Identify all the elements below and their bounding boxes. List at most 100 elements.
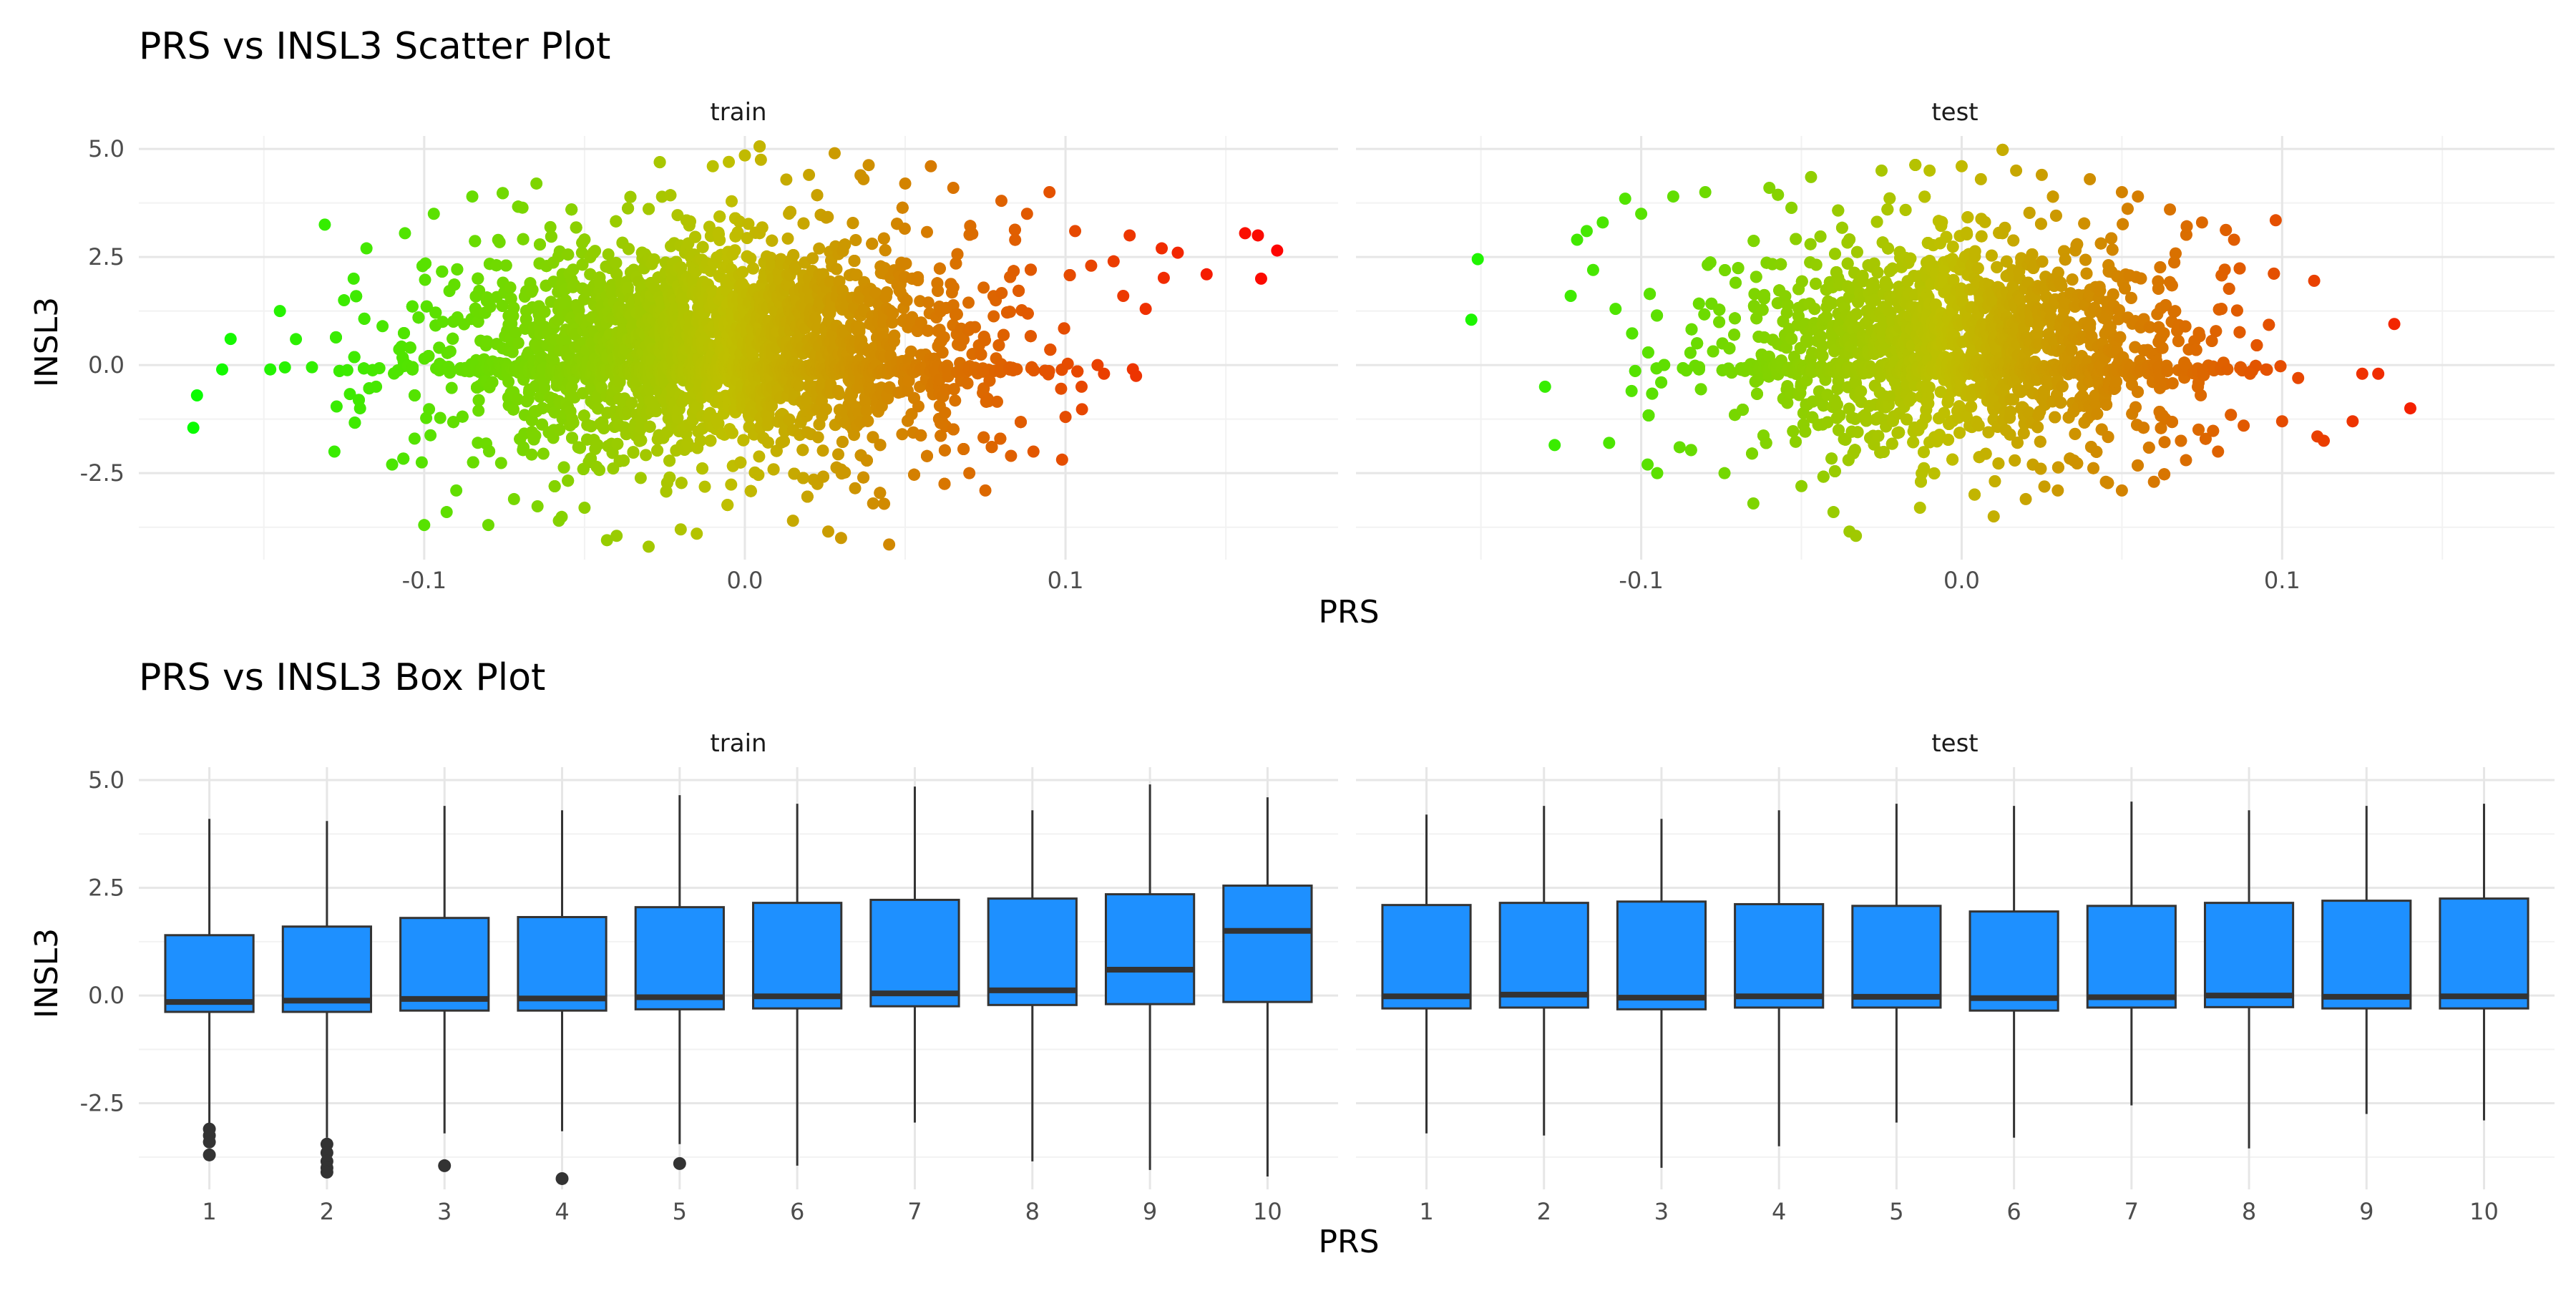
scatter-point [225, 333, 237, 345]
scatter-point [610, 215, 622, 228]
scatter-point [726, 195, 738, 208]
scatter-strip-train: train [710, 98, 766, 127]
scatter-point [726, 427, 738, 439]
scatter-point [467, 457, 479, 469]
scatter-point [675, 477, 688, 489]
scatter-point [567, 416, 580, 429]
box-x-axis-title: PRS [1318, 1224, 1379, 1260]
scatter-point [644, 421, 656, 433]
scatter-point [560, 294, 572, 306]
box-strip-train: train [710, 729, 766, 758]
scatter-point [279, 361, 291, 374]
scatter-point [530, 429, 542, 442]
scatter-point [704, 434, 716, 447]
scatter-point [526, 449, 538, 461]
scatter-point [594, 277, 606, 289]
scatter-point [597, 422, 610, 434]
scatter-point [747, 263, 759, 275]
scatter-point [610, 257, 623, 269]
scatter-point [512, 337, 525, 349]
scatter-point [654, 156, 666, 168]
scatter-point [457, 411, 469, 423]
scatter-point [753, 450, 765, 462]
scatter-point [504, 281, 517, 293]
scatter-point [611, 438, 623, 450]
scatter-point [553, 424, 565, 436]
scatter-point [697, 241, 709, 253]
scatter-point [416, 457, 428, 469]
scatter-point [753, 140, 766, 152]
scatter-point [663, 472, 675, 484]
scatter-point [663, 454, 675, 467]
scatter-point [497, 187, 509, 199]
scatter-point [348, 351, 361, 364]
scatter-point [469, 235, 481, 247]
scatter-point [565, 203, 577, 215]
scatter-point [593, 464, 605, 476]
scatter-point [331, 401, 343, 413]
scatter-point [472, 273, 484, 285]
scatter-point [447, 333, 459, 345]
scatter-point [744, 253, 756, 265]
scatter-point [640, 449, 652, 461]
scatter-point [434, 412, 447, 424]
scatter-point [766, 235, 778, 247]
scatter-point [472, 404, 484, 416]
scatter-point [737, 434, 749, 447]
scatter-point [625, 191, 637, 203]
scatter-point [570, 221, 582, 233]
scatter-x-axis-title: PRS [1318, 594, 1379, 630]
scatter-point [696, 462, 708, 474]
scatter-point [752, 469, 764, 481]
scatter-point [623, 243, 635, 255]
scatter-strip-test: test [1931, 98, 1978, 127]
scatter-point [618, 454, 630, 467]
scatter-point [350, 290, 362, 302]
scatter-point [423, 403, 435, 415]
scatter-point [635, 434, 647, 447]
scatter-point [397, 452, 409, 464]
scatter-point [699, 481, 711, 493]
scatter-point [558, 462, 570, 474]
scatter-point [436, 265, 448, 278]
box-title: PRS vs INSL3 Box Plot [139, 656, 545, 699]
scatter-point [483, 445, 495, 457]
scatter-point [451, 263, 463, 276]
scatter-point [549, 480, 561, 492]
scatter-point [589, 245, 601, 257]
scatter-point [507, 302, 519, 314]
scatter-point [406, 301, 419, 313]
scatter-point [532, 500, 544, 512]
scatter-point [473, 394, 485, 406]
scatter-y-axis-title: INSL3 [29, 297, 65, 387]
scatter-point [444, 346, 457, 358]
scatter-point [534, 238, 546, 250]
scatter-point [745, 485, 757, 497]
scatter-point [562, 474, 574, 487]
scatter-point [358, 313, 371, 325]
scatter-point [487, 376, 499, 389]
scatter-point [446, 382, 458, 394]
scatter-point [684, 215, 696, 228]
scatter-point [444, 366, 456, 379]
scatter-point [412, 311, 424, 323]
scatter-point [643, 203, 655, 215]
scatter-point [409, 389, 421, 401]
scatter-point [713, 210, 726, 223]
scatter-point [622, 203, 634, 215]
box-y-axis-title: INSL3 [29, 928, 65, 1018]
scatter-point [721, 499, 733, 511]
scatter-point [330, 331, 342, 344]
scatter-point [422, 350, 434, 362]
scatter-point [406, 361, 419, 374]
scatter-point [664, 189, 676, 201]
scatter-point [419, 258, 431, 270]
scatter-point [341, 364, 353, 376]
scatter-point [448, 278, 460, 291]
scatter-point [622, 281, 634, 293]
box-strip-test: test [1931, 729, 1978, 758]
scatter-point [494, 236, 506, 248]
